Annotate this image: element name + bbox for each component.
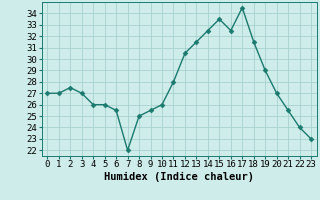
X-axis label: Humidex (Indice chaleur): Humidex (Indice chaleur) (104, 172, 254, 182)
